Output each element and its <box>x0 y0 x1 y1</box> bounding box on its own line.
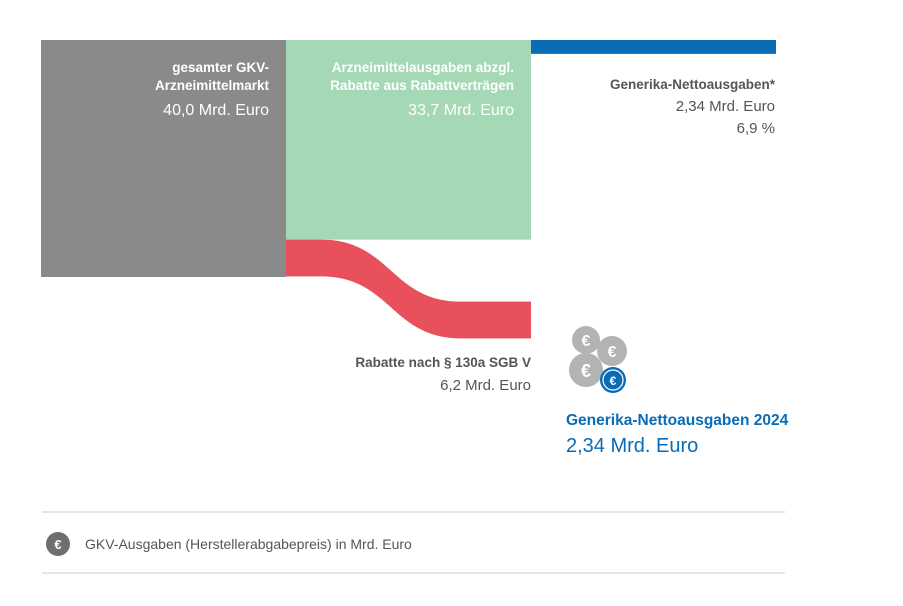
node-gesamter-gkv-arzneimittelmarkt <box>41 40 286 277</box>
generika-value: 2,34 Mrd. Euro <box>676 98 775 115</box>
rabatte-label: Rabatte nach § 130a SGB V <box>355 355 531 370</box>
gesamt-label-line-1: gesamter GKV- <box>172 60 269 75</box>
svg-text:€: € <box>54 537 61 552</box>
euro-coins-icon: € € € € <box>569 326 627 393</box>
svg-text:€: € <box>608 344 617 361</box>
gesamt-value: 40,0 Mrd. Euro <box>163 102 269 119</box>
footer-legend-text: GKV-Ausgaben (Herstellerabgabepreis) in … <box>85 536 412 552</box>
svg-text:€: € <box>581 361 591 381</box>
rabatte-value: 6,2 Mrd. Euro <box>440 377 531 394</box>
flow-rabatte-130a <box>286 239 531 339</box>
highlight-title: Generika-Nettoausgaben 2024 <box>566 412 789 429</box>
abzgl-value: 33,7 Mrd. Euro <box>408 102 514 119</box>
highlight-value: 2,34 Mrd. Euro <box>566 435 698 457</box>
generika-label: Generika-Nettoausgaben* <box>610 77 776 92</box>
node-arzneimittelausgaben-abzgl-rabatte <box>286 40 531 240</box>
euro-icon: € <box>46 532 70 556</box>
gesamt-label-line-2: Arzneimittelmarkt <box>155 78 270 93</box>
node-generika-nettoausgaben <box>531 40 776 54</box>
abzgl-label-line-1: Arzneimittelausgaben abzgl. <box>332 60 514 75</box>
generika-share: 6,9 % <box>737 120 775 137</box>
svg-text:€: € <box>610 374 617 388</box>
abzgl-label-line-2: Rabatte aus Rabattverträgen <box>330 78 514 93</box>
svg-text:€: € <box>582 333 591 350</box>
